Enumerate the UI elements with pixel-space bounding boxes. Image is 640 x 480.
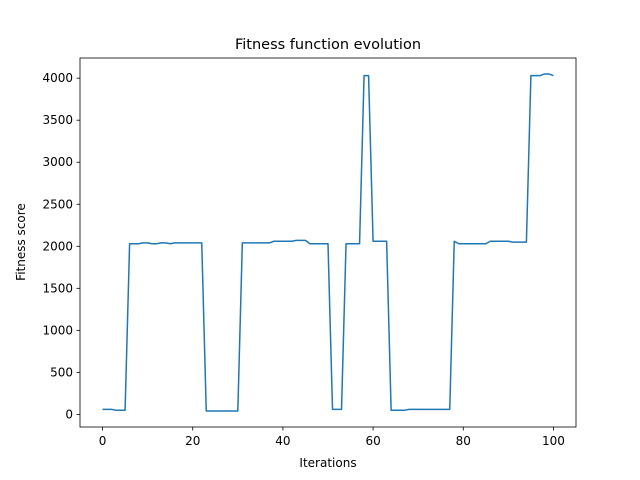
x-tick-label: 0 [99, 434, 107, 448]
y-tick-label: 3500 [42, 113, 73, 127]
fitness-series-line [102, 73, 554, 412]
x-tick-label: 20 [185, 434, 200, 448]
y-tick-label: 1500 [42, 281, 73, 295]
x-tick-label: 100 [542, 434, 565, 448]
plot-frame [79, 57, 577, 428]
x-tick-label: 40 [275, 434, 290, 448]
y-tick-label: 500 [50, 365, 73, 379]
chart-title: Fitness function evolution [235, 37, 421, 53]
x-tick-label: 60 [365, 434, 380, 448]
x-tick-label: 80 [456, 434, 471, 448]
y-tick-label: 4000 [42, 71, 73, 85]
y-tick-label: 2500 [42, 197, 73, 211]
x-axis: 0 20 40 60 80 100 [99, 427, 565, 448]
y-tick-label: 3000 [42, 155, 73, 169]
y-tick-label: 2000 [42, 239, 73, 253]
y-tick-label: 1000 [42, 323, 73, 337]
y-axis-label: Fitness score [14, 203, 28, 281]
plot-area [80, 58, 576, 427]
y-axis: 0 500 1000 1500 2000 2500 3000 3500 4000 [42, 71, 80, 421]
x-axis-label: Iterations [299, 456, 356, 470]
y-tick-label: 0 [65, 407, 73, 421]
